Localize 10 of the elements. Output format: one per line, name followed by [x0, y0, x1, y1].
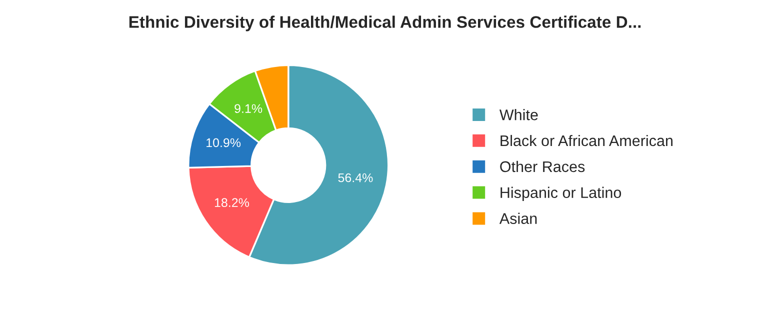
legend-label: Other Races [500, 160, 585, 172]
legend-label: Hispanic or Latino [500, 186, 622, 202]
data-label: 9.1% [234, 104, 262, 113]
legend-label: Black or African American [500, 134, 672, 146]
legend-label: Asian [499, 212, 537, 224]
data-label: 10.9% [206, 138, 241, 148]
data-label: 18.2% [214, 198, 250, 207]
legend-label: White [499, 109, 538, 120]
chart-title: Ethnic Diversity of Health/Medical Admin Services Certificate D... [129, 16, 641, 32]
data-label: 56.4% [338, 173, 373, 182]
